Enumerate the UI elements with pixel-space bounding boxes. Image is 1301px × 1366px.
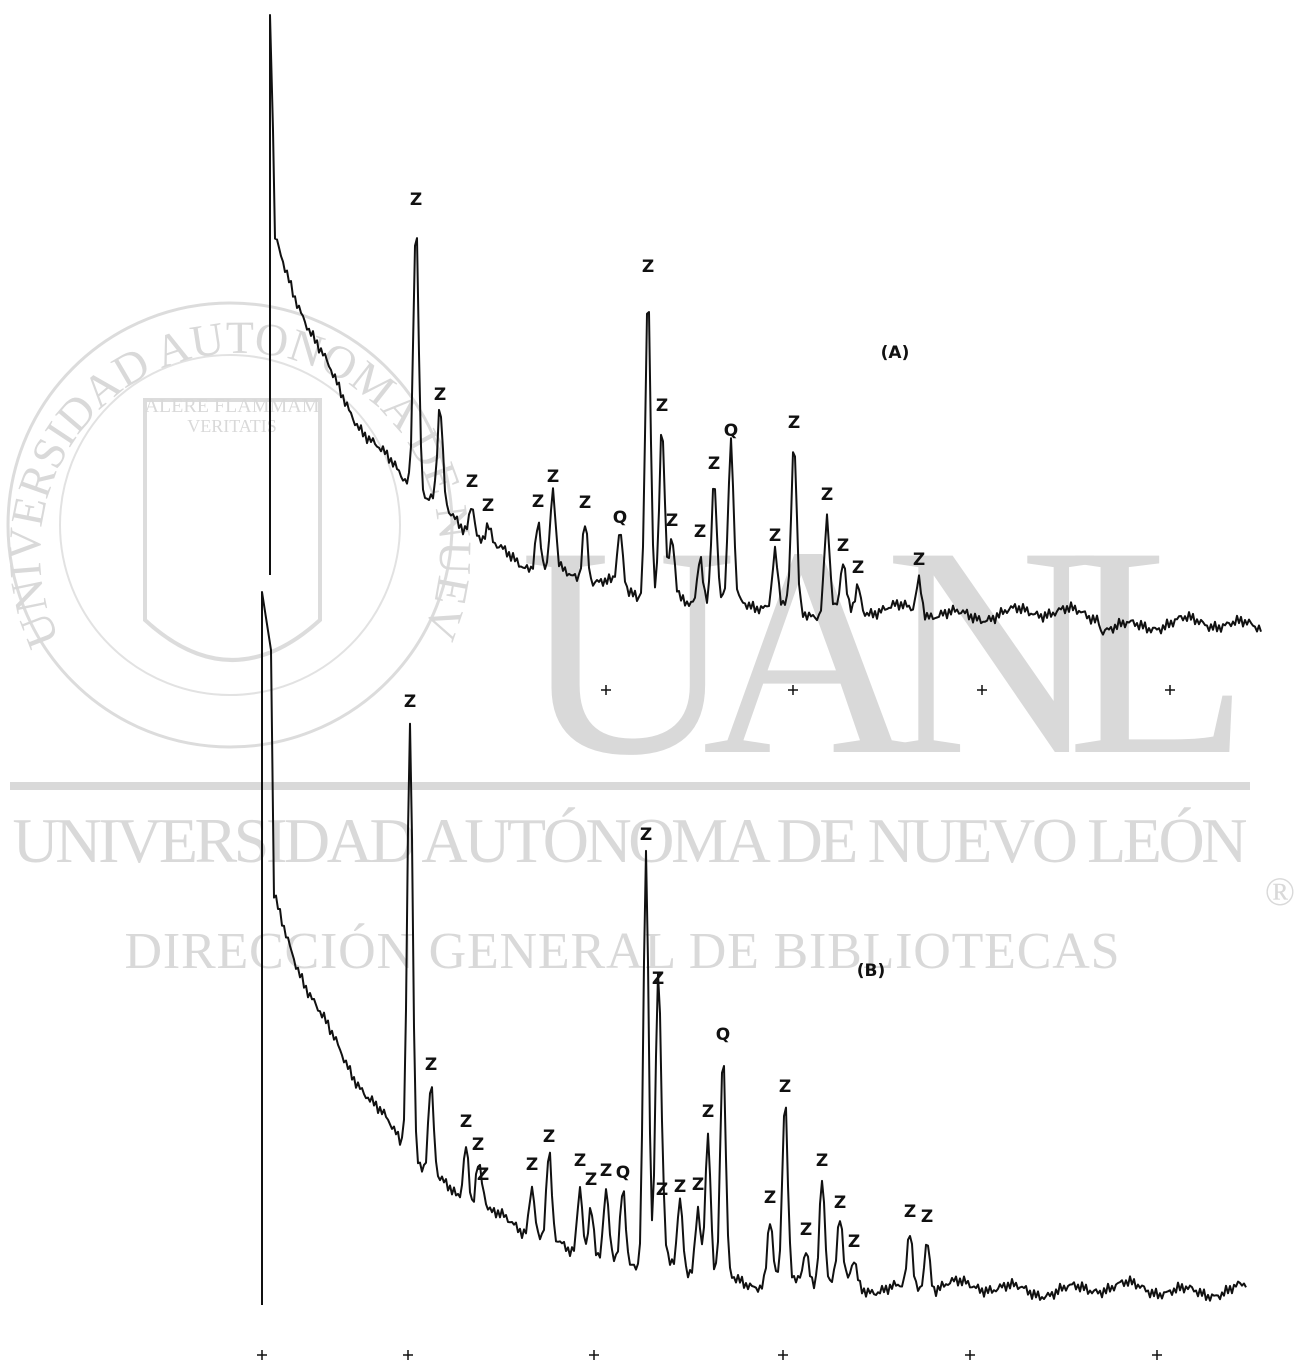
tick-cross [965, 1350, 975, 1360]
peak-label: Z [788, 413, 800, 433]
tick-cross [601, 685, 611, 695]
peak-label: Z [913, 550, 925, 570]
panel-label: (A) [881, 343, 910, 363]
peak-label: Z [460, 1112, 472, 1132]
tick-cross [778, 1350, 788, 1360]
rule [10, 782, 1250, 790]
tick-cross [403, 1350, 413, 1360]
seal-inner [59, 354, 401, 696]
registered: ® [1265, 869, 1295, 914]
peak-label: Z [708, 454, 720, 474]
peak-label: Z [574, 1151, 586, 1171]
peak-label: Z [769, 526, 781, 546]
logo: UANL [520, 485, 1250, 817]
peak-label: Z [904, 1202, 916, 1222]
peak-label: Z [852, 558, 864, 578]
peak-label: Z [652, 969, 664, 989]
peak-label: Z [482, 496, 494, 516]
peak-label: Z [600, 1161, 612, 1181]
peak-label: Z [656, 1180, 668, 1200]
peak-label: Z [404, 692, 416, 712]
peak-label: Z [764, 1188, 776, 1208]
seal-ring [6, 301, 454, 749]
peak-label: Q [613, 508, 627, 528]
panel-label: (B) [857, 961, 886, 981]
peak-label: Z [477, 1165, 489, 1185]
diffraction-trace [261, 591, 1247, 1305]
ring-text: UNIVERSIDAD AUTONOMA DE NUEVO LEON [0, 0, 481, 655]
peak-label: Z [666, 511, 678, 531]
peak-label: Z [800, 1220, 812, 1240]
peak-label: Z [656, 396, 668, 416]
peak-label: Z [848, 1232, 860, 1252]
tick-cross [977, 685, 987, 695]
tick-cross [1152, 1350, 1162, 1360]
peak-label: Z [543, 1127, 555, 1147]
tick-cross [1165, 685, 1175, 695]
tick-cross [788, 685, 798, 695]
peak-label: Z [585, 1170, 597, 1190]
peak-label: Z [694, 522, 706, 542]
tick-cross [257, 1350, 267, 1360]
peak-label: Z [532, 492, 544, 512]
peak-label: Z [834, 1193, 846, 1213]
peak-label: Q [724, 421, 738, 441]
diffraction-trace [269, 14, 1262, 636]
peak-label: Z [526, 1155, 538, 1175]
peak-label: Z [816, 1151, 828, 1171]
peak-label: Z [472, 1135, 484, 1155]
peak-label: Z [640, 825, 652, 845]
peak-label: Q [616, 1163, 630, 1183]
peak-label: Z [425, 1055, 437, 1075]
peak-label: Z [837, 536, 849, 556]
ring-text-path: UNIVERSIDAD AUTONOMA DE NUEVO LEON [0, 0, 481, 655]
peak-label: Z [642, 257, 654, 277]
peak-label: Z [921, 1207, 933, 1227]
peak-label: Z [466, 472, 478, 492]
peak-label: Z [410, 190, 422, 210]
motto-1: ALERE FLAMMAM [144, 395, 319, 417]
peak-label: Z [674, 1177, 686, 1197]
shield [143, 398, 322, 662]
university-name: UNIVERSIDAD AUTÓNOMA DE NUEVO LEÓN [13, 805, 1248, 876]
peak-label: Z [434, 385, 446, 405]
peak-label: Z [547, 467, 559, 487]
department: DIRECCIÓN GENERAL DE BIBLIOTECAS [125, 922, 1120, 980]
peak-label: Z [692, 1175, 704, 1195]
motto-2: VERITATIS [187, 416, 277, 436]
peak-label: Z [579, 493, 591, 513]
peak-label: Z [779, 1077, 791, 1097]
peak-label: Z [702, 1102, 714, 1122]
peak-label: Z [821, 485, 833, 505]
peak-label: Q [716, 1025, 730, 1045]
tick-cross [589, 1350, 599, 1360]
